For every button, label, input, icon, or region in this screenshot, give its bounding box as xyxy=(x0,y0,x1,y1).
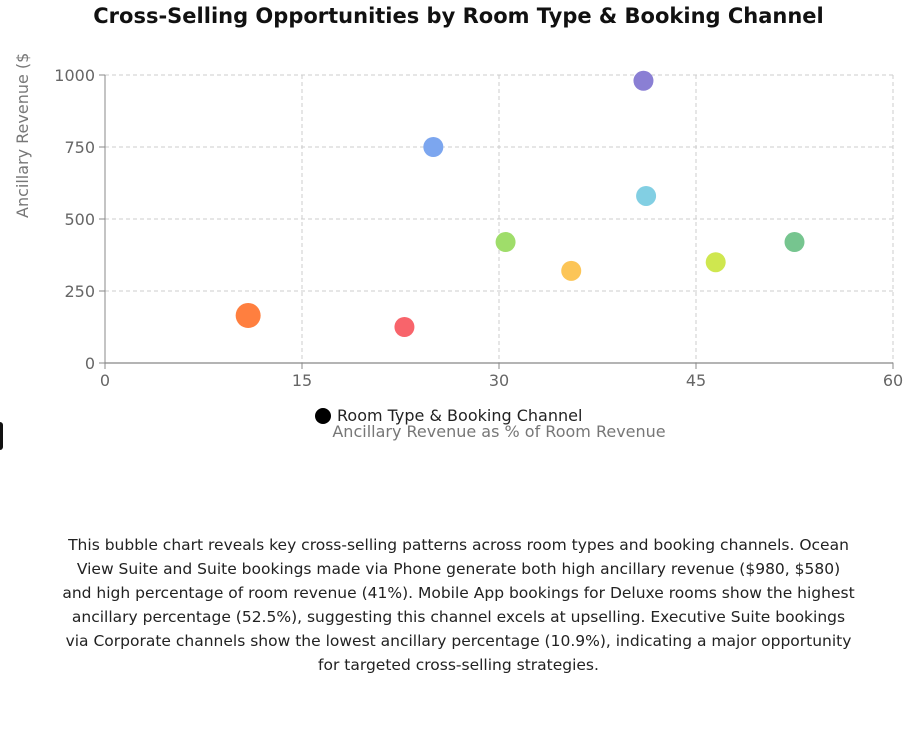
data-point[interactable] xyxy=(561,260,582,281)
axes xyxy=(99,74,894,369)
data-point[interactable] xyxy=(235,302,261,328)
x-tick-label: 45 xyxy=(686,371,706,390)
y-tick-label: 750 xyxy=(64,138,95,157)
legend[interactable]: Room Type & Booking Channel xyxy=(315,406,582,425)
data-point[interactable] xyxy=(784,232,805,253)
chart-description: This bubble chart reveals key cross-sell… xyxy=(62,536,855,674)
y-tick-label: 1000 xyxy=(54,66,95,85)
x-tick-label: 60 xyxy=(883,371,903,390)
legend-marker xyxy=(315,408,331,424)
x-tick-label: 0 xyxy=(100,371,110,390)
legend-label: Room Type & Booking Channel xyxy=(337,406,582,425)
data-point[interactable] xyxy=(495,232,516,253)
data-point[interactable] xyxy=(636,185,657,206)
data-point[interactable] xyxy=(633,70,654,91)
y-tick-label: 500 xyxy=(64,210,95,229)
edge-marker xyxy=(0,422,3,450)
y-tick-label: 250 xyxy=(64,282,95,301)
tick-labels: 0 15 30 45 60 0 250 500 750 1000 xyxy=(54,66,903,390)
y-tick-label: 0 xyxy=(85,354,95,373)
x-tick-label: 15 xyxy=(292,371,312,390)
y-axis-label: Ancillary Revenue ($ xyxy=(13,53,32,218)
x-tick-label: 30 xyxy=(489,371,509,390)
data-point[interactable] xyxy=(423,137,444,157)
grid-lines xyxy=(105,74,894,363)
data-point[interactable] xyxy=(394,317,415,337)
x-axis-label: Ancillary Revenue as % of Room Revenue xyxy=(332,422,665,441)
data-point[interactable] xyxy=(705,252,726,273)
chart-title: Cross-Selling Opportunities by Room Type… xyxy=(93,4,824,28)
data-points xyxy=(235,70,805,337)
